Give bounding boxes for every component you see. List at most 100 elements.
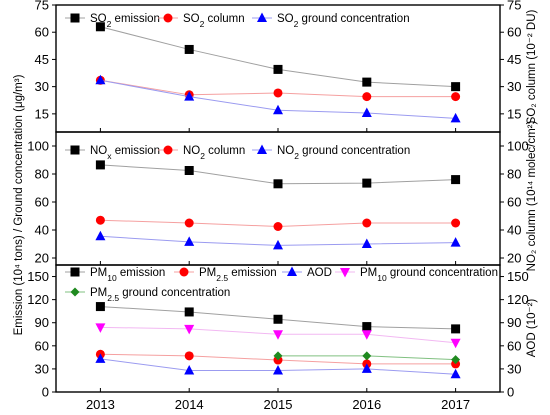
right-y-tick-label: 120 bbox=[507, 292, 529, 307]
data-point bbox=[273, 88, 283, 98]
left-y-tick-label: 60 bbox=[35, 338, 49, 353]
data-point bbox=[184, 166, 194, 175]
right-y-tick-label: 60 bbox=[507, 338, 521, 353]
right-y-tick-label: 150 bbox=[507, 269, 529, 284]
legend-marker bbox=[340, 268, 350, 278]
right-y-tick-label: 15 bbox=[507, 106, 521, 121]
series bbox=[95, 353, 461, 379]
data-point bbox=[451, 355, 461, 365]
legend-marker bbox=[70, 287, 80, 297]
aod-axis-title: AOD (10⁻²) bbox=[526, 299, 538, 358]
data-point bbox=[95, 353, 106, 363]
left-y-tick-label: 30 bbox=[35, 79, 49, 94]
legend-marker bbox=[179, 267, 189, 277]
series bbox=[95, 302, 461, 334]
panel-no: 20 40 60 80 100 20 40 60 80 100 NOx emission NO2 co… bbox=[27, 131, 529, 266]
data-point bbox=[184, 351, 194, 361]
left-y-tick-label: 75 bbox=[35, 0, 49, 13]
data-point bbox=[361, 107, 372, 117]
so2-column-axis-title: SO₂ column (10⁻² DU) bbox=[526, 9, 538, 124]
data-point bbox=[273, 104, 283, 115]
data-point bbox=[273, 222, 283, 231]
data-point bbox=[95, 160, 105, 170]
right-y-tick-label: 40 bbox=[507, 223, 521, 238]
legend-label: PM2.5 ground concentration bbox=[90, 287, 230, 303]
left-y-tick-label: 120 bbox=[27, 292, 49, 307]
left-y-tick-label: 150 bbox=[27, 269, 49, 284]
data-point bbox=[273, 314, 283, 324]
data-point bbox=[451, 218, 461, 228]
data-point bbox=[273, 239, 283, 250]
data-point bbox=[451, 175, 461, 185]
data-point bbox=[362, 351, 372, 361]
left-y-tick-label: 90 bbox=[35, 315, 49, 330]
right-y-tick-label: 30 bbox=[507, 361, 521, 376]
left-y-tick-label: 60 bbox=[35, 195, 49, 210]
data-point bbox=[451, 82, 461, 92]
data-point bbox=[273, 64, 283, 74]
right-y-tick-label: 75 bbox=[507, 0, 521, 13]
right-y-tick-label: 30 bbox=[507, 79, 521, 94]
data-point bbox=[362, 322, 372, 332]
left-y-tick-label: 80 bbox=[35, 167, 49, 182]
data-point bbox=[184, 307, 194, 317]
x-tick-label: 2017 bbox=[441, 397, 470, 412]
data-point bbox=[451, 324, 461, 334]
legend-marker bbox=[163, 145, 173, 155]
legend-marker bbox=[70, 145, 80, 155]
series bbox=[95, 75, 461, 102]
data-point bbox=[450, 237, 461, 247]
data-point bbox=[273, 364, 283, 375]
legend: SO2 emission SO2 column SO2 ground concent… bbox=[65, 12, 410, 29]
data-point bbox=[95, 230, 106, 241]
right-y-tick-label: 60 bbox=[507, 25, 521, 40]
right-y-tick-label: 60 bbox=[507, 195, 521, 210]
data-point bbox=[273, 179, 283, 189]
legend: PM10 emission PM2.5 emission AOD PM10 groun… bbox=[65, 266, 498, 303]
right-y-tick-label: 80 bbox=[507, 167, 521, 182]
legend-label: SO2 emission bbox=[90, 13, 160, 29]
left-y-tick-label: 100 bbox=[27, 139, 49, 154]
left-y-tick-label: 45 bbox=[35, 52, 49, 67]
x-tick-label: 2016 bbox=[352, 397, 381, 412]
data-point bbox=[184, 44, 194, 54]
data-point bbox=[184, 364, 195, 375]
legend-label: NO2 ground concentration bbox=[277, 145, 410, 161]
left-axis-title: Emission (10⁴ tons) / Ground concentrati… bbox=[13, 74, 25, 335]
right-y-tick-label: 45 bbox=[507, 52, 521, 67]
series bbox=[95, 230, 461, 250]
legend-marker bbox=[163, 13, 173, 23]
legend-label: PM10 ground concentration bbox=[360, 267, 498, 283]
legend-label: SO2 ground concentration bbox=[277, 13, 410, 29]
x-tick-label: 2014 bbox=[175, 397, 204, 412]
no2-column-axis-title: NO₂ column (10¹⁴ molec/cm²) bbox=[526, 121, 538, 272]
right-y-tick-label: 100 bbox=[507, 139, 529, 154]
data-point bbox=[184, 91, 195, 101]
data-point bbox=[95, 215, 105, 225]
data-point bbox=[95, 323, 106, 333]
legend-marker bbox=[287, 266, 297, 276]
x-tick-label: 2015 bbox=[264, 397, 293, 412]
legend-marker bbox=[70, 13, 80, 23]
data-point bbox=[184, 324, 195, 335]
data-point bbox=[273, 330, 283, 340]
data-point bbox=[361, 330, 372, 340]
left-y-tick-label: 15 bbox=[35, 106, 49, 121]
data-point bbox=[451, 92, 461, 102]
left-y-tick-label: 0 bbox=[42, 385, 49, 400]
data-point bbox=[361, 238, 372, 248]
data-point bbox=[273, 351, 283, 361]
series bbox=[95, 74, 461, 123]
left-y-tick-label: 60 bbox=[35, 25, 49, 40]
series bbox=[95, 323, 461, 349]
data-point bbox=[362, 218, 372, 228]
legend-label: NO2 column bbox=[183, 145, 245, 161]
data-point bbox=[362, 92, 372, 102]
data-point bbox=[362, 178, 372, 188]
series bbox=[95, 215, 461, 231]
series-line bbox=[100, 26, 456, 88]
data-point bbox=[184, 236, 195, 246]
series bbox=[273, 351, 461, 365]
left-y-tick-label: 20 bbox=[35, 251, 49, 266]
